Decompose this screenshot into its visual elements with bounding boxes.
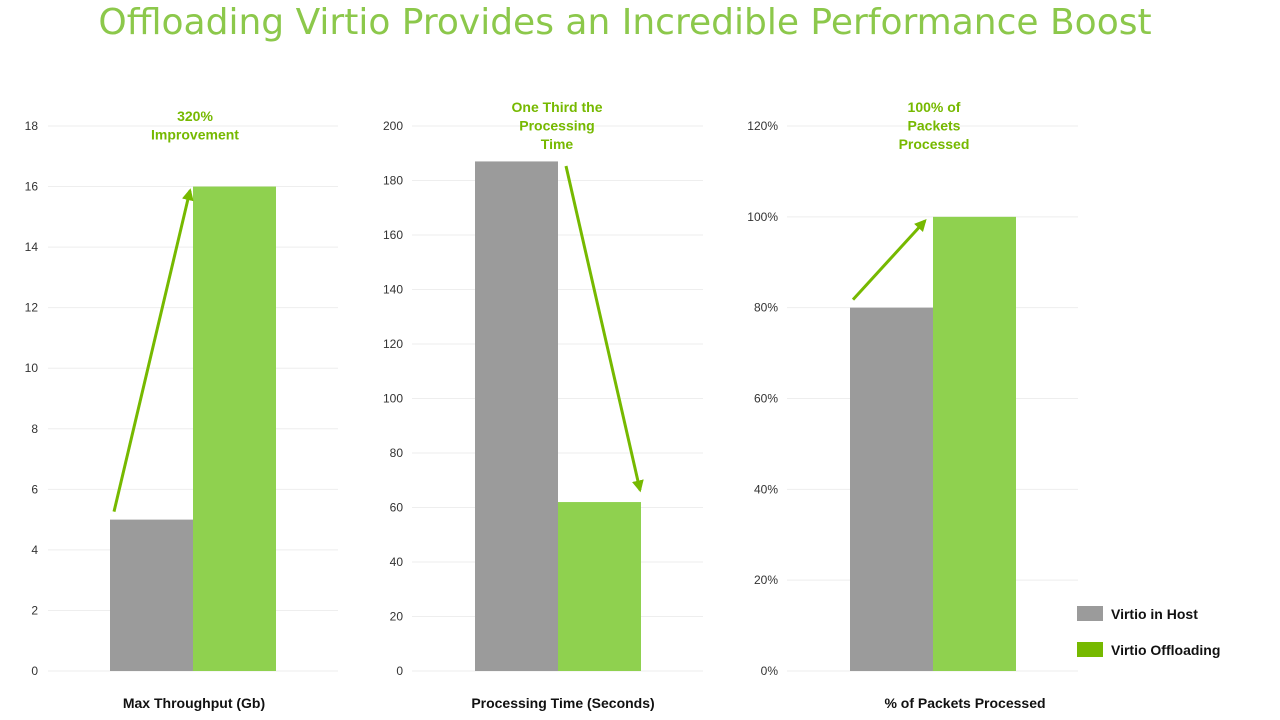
y-tick-label: 40 <box>390 555 404 569</box>
y-tick-label: 0% <box>761 664 779 678</box>
y-tick-label: 20 <box>390 610 404 624</box>
y-tick-label: 100% <box>747 210 778 224</box>
bar-virtio-in-host <box>110 519 193 671</box>
trend-arrow <box>851 219 927 301</box>
y-tick-label: 0 <box>31 664 38 678</box>
y-tick-label: 60% <box>754 392 778 406</box>
y-tick-label: 14 <box>25 240 39 254</box>
annotation-line: Packets <box>908 118 961 134</box>
y-tick-label: 200 <box>383 119 403 133</box>
chart-1: 0 2 4 6 8 10 12 14 16 18 Max Throughput (Gb) 320% Im… <box>25 108 338 711</box>
bar-virtio-offloading <box>193 186 276 672</box>
y-tick-label: 18 <box>25 119 39 133</box>
y-tick-label: 80% <box>754 301 778 315</box>
y-tick-label: 160 <box>383 228 403 242</box>
y-tick-label: 120% <box>747 119 778 133</box>
bar-virtio-offloading <box>558 502 641 671</box>
x-axis-label: % of Packets Processed <box>884 695 1045 711</box>
y-tick-label: 80 <box>390 446 404 460</box>
y-tick-label: 12 <box>25 301 39 315</box>
annotation-line: 320% <box>177 108 213 124</box>
slide-title: Offloading Virtio Provides an Incredible… <box>98 2 1152 43</box>
annotation-line: 100% of <box>908 99 961 115</box>
chart-2: 0 20 40 60 80 100 120 140 160 180 200 Processing Ti… <box>383 99 703 711</box>
legend-label: Virtio Offloading <box>1111 642 1220 658</box>
y-tick-label: 40% <box>754 482 778 496</box>
y-tick-label: 140 <box>383 283 403 297</box>
x-axis-label: Processing Time (Seconds) <box>471 695 654 711</box>
legend-swatch <box>1077 642 1103 657</box>
y-tick-label: 0 <box>396 664 403 678</box>
charts-layer: 0 2 4 6 8 10 12 14 16 18 Max Throughput (Gb) 320% Im… <box>25 99 1078 711</box>
y-tick-label: 20% <box>754 573 778 587</box>
chart-3: 0% 20% 40% 60% 80% 100% 120% % of Packets Proce… <box>747 99 1078 711</box>
bar-virtio-offloading <box>933 216 1016 672</box>
y-tick-label: 2 <box>31 603 38 617</box>
trend-arrow <box>564 165 644 493</box>
trend-arrow <box>112 188 194 512</box>
y-tick-label: 120 <box>383 337 403 351</box>
y-tick-label: 8 <box>31 422 38 436</box>
y-tick-label: 180 <box>383 174 403 188</box>
annotation-line: One Third the <box>512 99 603 115</box>
y-tick-label: 6 <box>31 482 38 496</box>
bar-virtio-in-host <box>475 161 558 672</box>
legend-label: Virtio in Host <box>1111 606 1198 622</box>
annotation-line: Processed <box>899 136 970 152</box>
annotation-line: Time <box>541 136 574 152</box>
x-axis-label: Max Throughput (Gb) <box>123 695 265 711</box>
y-tick-label: 10 <box>25 361 39 375</box>
legend: Virtio in Host Virtio Offloading <box>1077 606 1220 658</box>
y-tick-label: 100 <box>383 392 403 406</box>
legend-swatch <box>1077 606 1103 621</box>
annotation-line: Processing <box>519 118 594 134</box>
bar-virtio-in-host <box>850 307 933 671</box>
annotation-line: Improvement <box>151 127 239 143</box>
y-tick-label: 16 <box>25 180 39 194</box>
y-tick-label: 4 <box>31 543 38 557</box>
y-tick-label: 60 <box>390 501 404 515</box>
